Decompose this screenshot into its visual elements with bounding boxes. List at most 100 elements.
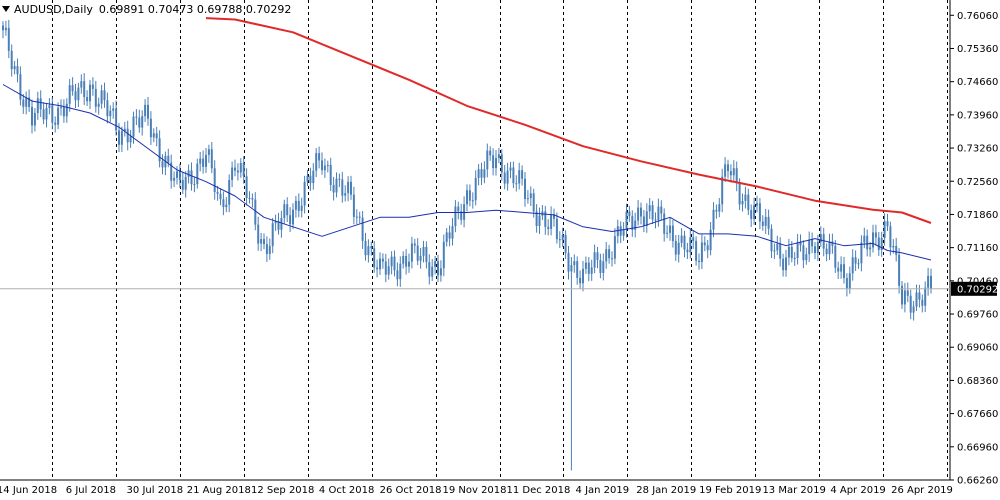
candle-body [431,266,434,277]
candle-body [805,254,808,261]
candle-body [239,162,242,173]
x-tick-label: 21 Aug 2018 [187,485,251,496]
y-tick-label: 0.76060 [957,11,998,22]
candle-body [637,207,640,221]
candle-body [616,226,619,237]
collapse-triangle-icon[interactable] [2,6,10,12]
candle-body [486,150,489,170]
candle-body [773,250,776,252]
candle-body [323,165,326,171]
candle-body [321,160,323,171]
candle-body [344,193,347,196]
candle-body [80,81,83,88]
candle-body [300,205,303,211]
candle-body [793,257,796,259]
candle-body [13,66,16,70]
candle-body [234,167,236,171]
candle-body [880,237,883,250]
candle-body [265,244,268,254]
candle-body [822,234,825,249]
candle-body [718,204,721,212]
candle-body [242,162,245,177]
open-value: 0.69891 [98,3,145,16]
candle-body [410,243,413,262]
candle-body [33,112,36,126]
candle-body [582,268,584,284]
candle-body [874,232,877,238]
chart-header: AUDUSD,Daily 0.69891 0.70473 0.69788 0.70… [2,3,291,16]
candle-body [605,249,608,262]
candle-body [851,257,854,274]
candle-body [48,105,51,108]
candle-body [521,170,524,179]
candle-body [863,235,866,243]
candle-body [538,215,541,226]
candle-body [187,170,190,177]
candle-body [370,246,373,249]
candle-body [289,215,292,225]
candle-body [364,240,367,256]
candle-body [570,265,573,272]
candle-body [112,108,115,111]
candle-body [442,241,445,269]
x-tick-label: 4 Jan 2019 [576,485,630,496]
candle-body [97,103,100,107]
candle-body [381,258,384,262]
candle-body [199,158,202,164]
candle-body [518,170,521,184]
candle-body [135,116,138,118]
candle-body [283,204,286,218]
candle-body [425,246,428,263]
candle-body [451,226,454,239]
candle-body [547,226,550,229]
candle-body [680,235,683,243]
y-tick-label: 0.67660 [957,409,998,420]
candle-body [903,290,906,305]
candle-body [416,245,419,261]
candle-body [727,164,729,172]
candle-body [260,239,263,244]
candle-body [138,117,141,128]
candle-body [625,211,628,230]
candle-body [590,267,593,274]
candle-body [303,181,306,206]
candle-body [747,194,750,211]
candle-body [178,171,181,181]
candle-body [196,163,199,185]
candle-body [326,164,329,166]
y-tick-label: 0.66960 [957,442,998,453]
candle-body [758,203,761,222]
x-tick-label: 14 Jun 2018 [0,485,57,496]
candle-body [825,248,828,255]
y-tick-label: 0.73260 [957,144,998,155]
candle-body [257,224,260,244]
candle-body [384,261,387,275]
candle-body [564,234,567,253]
y-tick-label: 0.71860 [957,210,998,221]
candle-body [147,104,149,119]
candle-body [205,154,207,167]
candle-body [915,292,918,307]
candle-body [613,236,616,259]
candle-body [399,263,402,280]
candle-body [553,214,555,219]
candle-body [480,169,483,178]
candle-body [526,198,529,200]
candle-body [927,275,930,288]
candle-body [123,128,126,132]
candle-body [355,216,358,218]
candle-body [790,246,793,259]
candle-body [445,232,448,242]
candle-body [596,252,599,261]
candle-body [898,254,901,286]
candle-body [619,226,622,236]
candle-body [2,25,4,31]
candle-body [785,257,787,271]
candle-body [329,164,332,185]
candle-body [396,270,399,280]
candle-body [419,255,422,261]
candle-layer [2,19,932,471]
candle-body [28,97,31,108]
candle-body [65,103,68,117]
